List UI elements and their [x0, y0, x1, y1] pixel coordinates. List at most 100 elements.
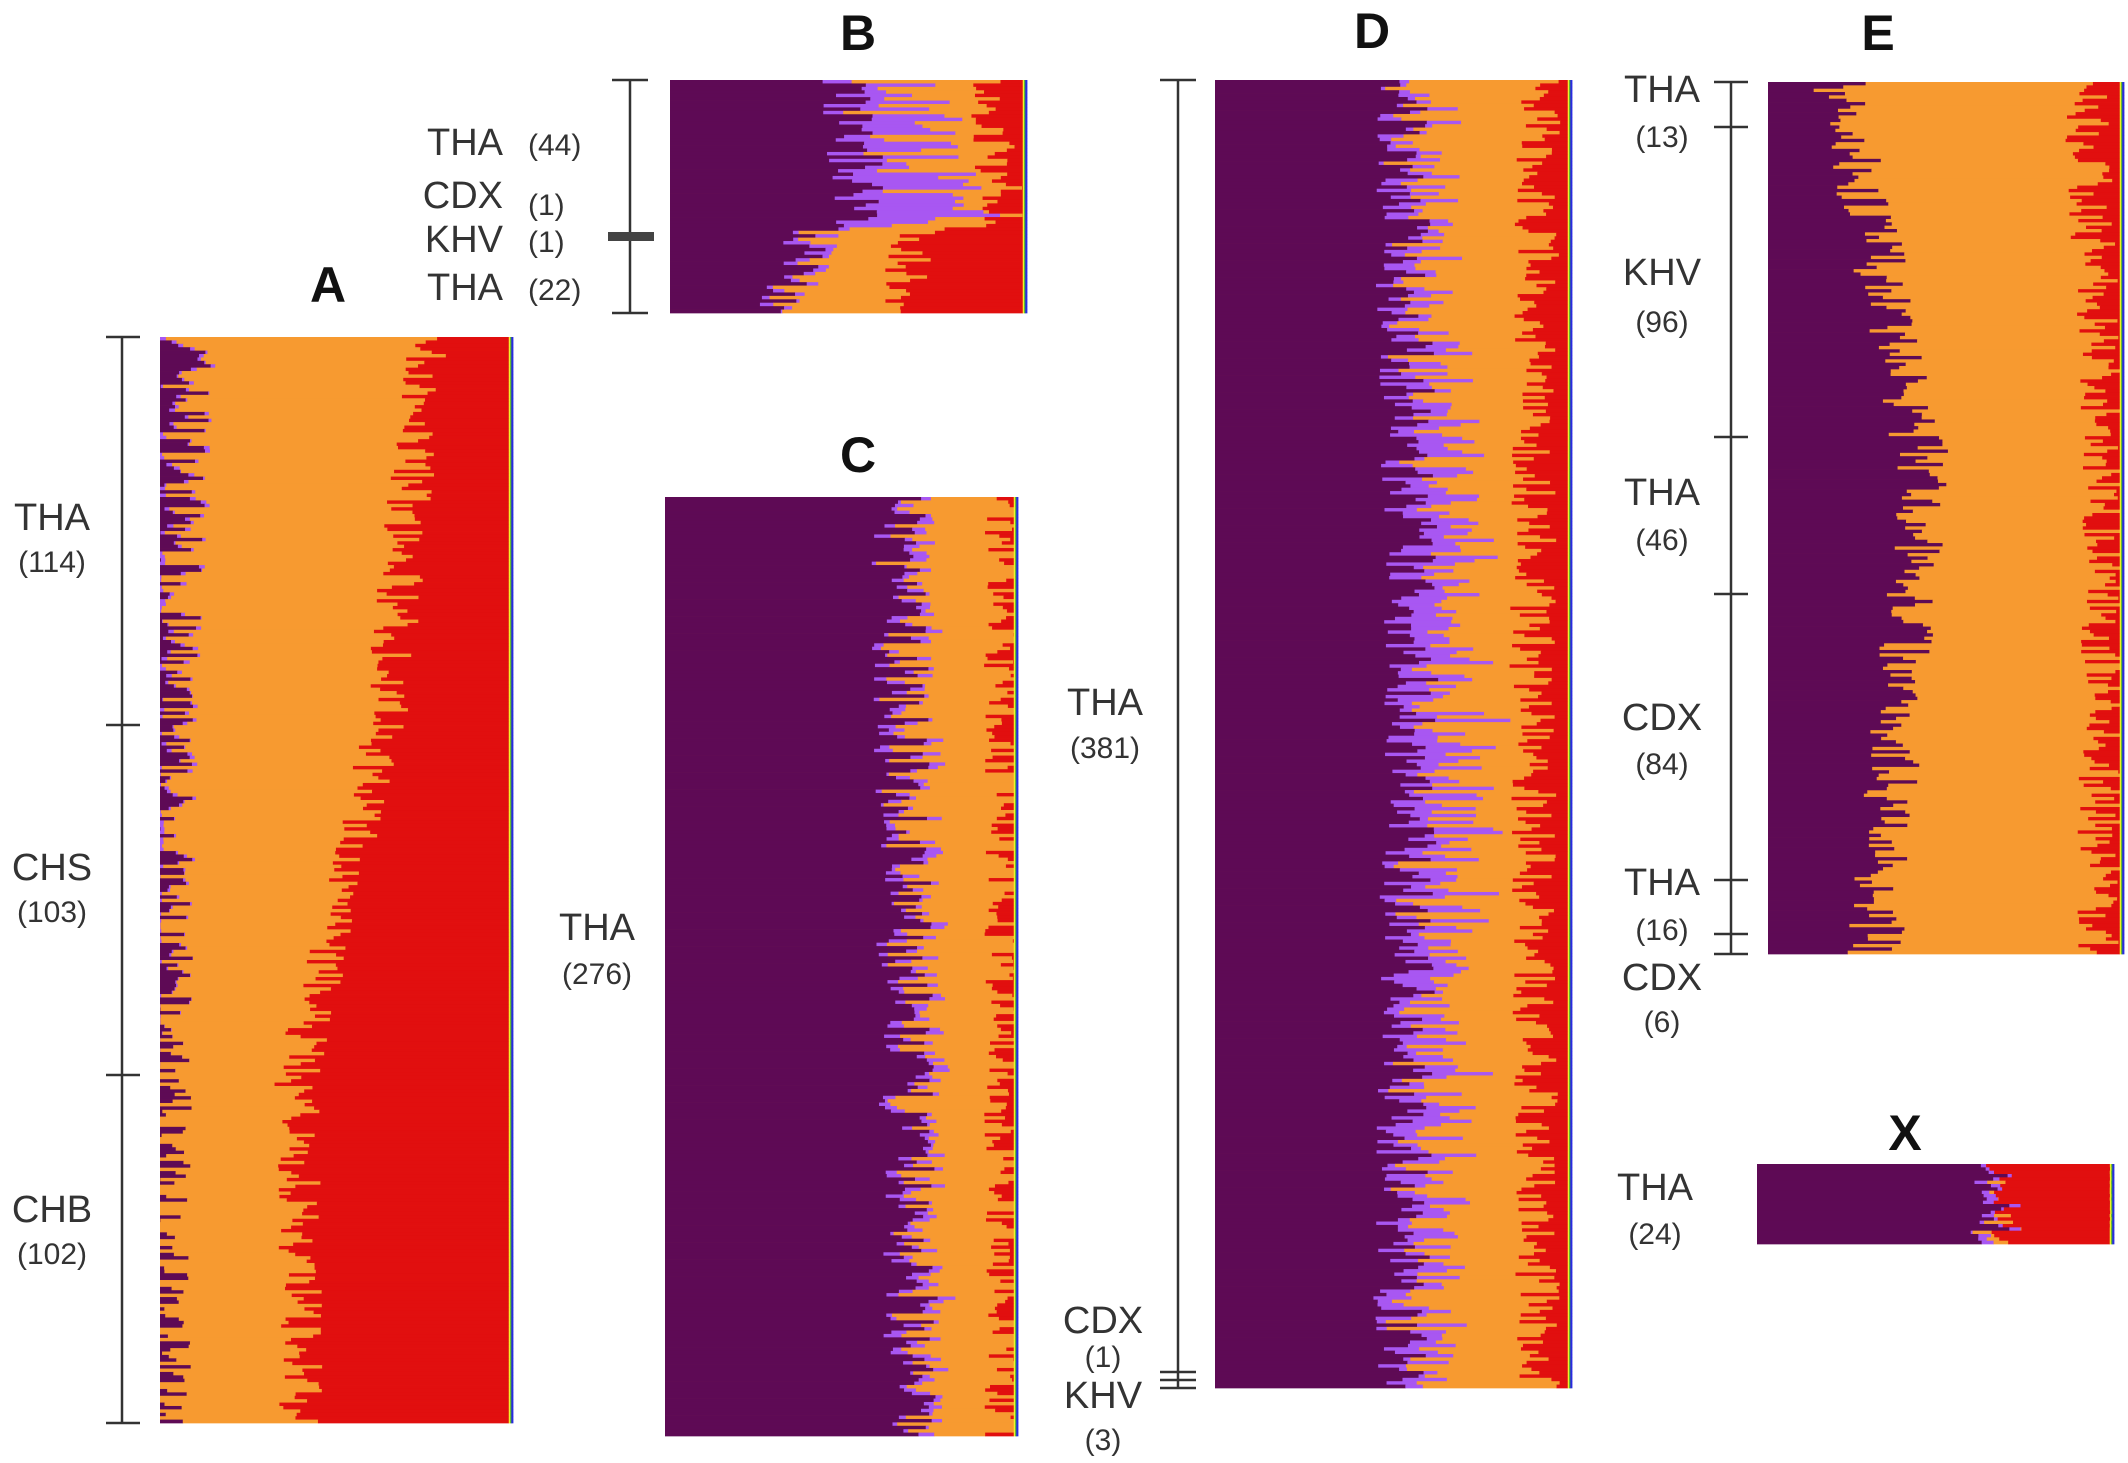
ancestry-segment-lavender [160, 551, 163, 556]
ancestry-segment-red [378, 776, 510, 780]
ancestry-segment-red [426, 493, 510, 498]
ancestry-segment-lavender [923, 861, 929, 865]
ancestry-segment-blue [1016, 639, 1019, 644]
ancestry-segment-green [1015, 1255, 1017, 1260]
ancestry-segment-yellow [508, 939, 511, 944]
ancestry-segment-orange [171, 1286, 286, 1291]
ancestry-segment-orange [943, 850, 987, 855]
ancestry-segment-green [510, 1228, 512, 1233]
ancestry-segment-green [1015, 949, 1017, 954]
individual-bar [665, 1350, 1019, 1355]
ancestry-segment-orange [904, 680, 1004, 685]
ancestry-segment-blue [1016, 925, 1019, 930]
ancestry-segment-orange [173, 1371, 305, 1376]
ancestry-segment-purple [665, 1170, 887, 1175]
individual-bar [160, 347, 514, 351]
ancestry-segment-green [1015, 786, 1017, 790]
ancestry-segment-green [1015, 772, 1017, 777]
ancestry-segment-yellow [1013, 1286, 1016, 1291]
ancestry-segment-blue [1016, 1085, 1019, 1090]
ancestry-segment-purple [160, 680, 166, 685]
ancestry-segment-green [510, 694, 512, 699]
ancestry-segment-orange [878, 103, 988, 108]
ancestry-segment-green [1015, 670, 1017, 675]
ancestry-segment-orange [166, 1232, 303, 1237]
ancestry-segment-blue [1016, 554, 1019, 559]
individual-bar [160, 1331, 514, 1335]
individual-bar [160, 391, 514, 396]
ancestry-segment-blue [511, 830, 514, 835]
ancestry-segment-red [320, 1314, 510, 1318]
ancestry-segment-yellow [508, 432, 511, 437]
ancestry-segment-yellow [1013, 1344, 1016, 1348]
ancestry-segment-red [316, 1041, 510, 1046]
ancestry-segment-orange [174, 817, 381, 821]
ancestry-segment-blue [1016, 575, 1019, 579]
ancestry-segment-orange [836, 244, 892, 249]
ancestry-segment-lavender [201, 568, 203, 573]
individual-bar [665, 1330, 1019, 1335]
ancestry-segment-green [1024, 169, 1026, 173]
ancestry-segment-yellow [1013, 1058, 1016, 1063]
ancestry-segment-red [1008, 1092, 1015, 1097]
ancestry-segment-lavender [914, 1007, 928, 1012]
ancestry-segment-blue [1025, 199, 1028, 204]
ancestry-segment-orange [167, 657, 383, 661]
ancestry-segment-green [510, 776, 512, 780]
ancestry-segment-purple [670, 265, 819, 269]
ancestry-segment-red [314, 1058, 510, 1063]
ancestry-segment-lavender [912, 1354, 932, 1359]
individual-bar [160, 497, 514, 501]
ancestry-segment-blue [511, 1388, 514, 1393]
ancestry-segment-green [510, 752, 512, 757]
ancestry-segment-purple [160, 1375, 184, 1380]
ancestry-segment-green [510, 1208, 512, 1213]
ancestry-segment-purple [665, 1085, 919, 1090]
ancestry-segment-blue [511, 742, 514, 746]
individual-bar [665, 1252, 1019, 1257]
ancestry-segment-red [300, 1113, 510, 1117]
ancestry-segment-blue [1016, 1109, 1019, 1114]
ancestry-segment-purple [160, 752, 188, 757]
ancestry-segment-red [320, 1331, 510, 1335]
ancestry-segment-green [1015, 983, 1017, 988]
ancestry-segment-green [510, 1075, 512, 1080]
individual-bar [665, 1337, 1019, 1342]
individual-bar [665, 840, 1019, 845]
ancestry-segment-green [1015, 626, 1017, 631]
individual-bar [665, 701, 1019, 705]
ancestry-segment-red [393, 762, 510, 767]
ancestry-segment-green [1015, 1235, 1017, 1240]
ancestry-segment-blue [1016, 782, 1019, 787]
ancestry-segment-yellow [508, 347, 511, 351]
ancestry-segment-green [510, 731, 512, 736]
ancestry-segment-orange [928, 1003, 1001, 1008]
ancestry-segment-red [318, 1382, 510, 1386]
ancestry-segment-purple [665, 1150, 927, 1154]
individual-bar [160, 1382, 514, 1386]
ancestry-segment-red [1001, 1109, 1015, 1114]
ancestry-segment-purple [665, 949, 907, 954]
ancestry-segment-green [510, 1327, 512, 1332]
ancestry-segment-orange [815, 271, 907, 276]
individual-bar [665, 789, 1019, 794]
ancestry-segment-red [1001, 898, 1015, 903]
individual-bar [670, 145, 1028, 149]
ancestry-segment-orange [919, 1010, 1015, 1015]
ancestry-segment-green [510, 1041, 512, 1046]
ancestry-segment-purple [665, 514, 926, 518]
ancestry-segment-yellow [1013, 745, 1016, 750]
ancestry-segment-lavender [919, 701, 924, 705]
ancestry-segment-red [1001, 1123, 1015, 1127]
ancestry-segment-blue [1016, 935, 1019, 940]
ancestry-segment-red [993, 602, 1015, 607]
ancestry-segment-lavender [925, 1150, 929, 1154]
ancestry-segment-yellow [508, 605, 511, 610]
ancestry-segment-blue [1016, 799, 1019, 804]
ancestry-segment-orange [876, 561, 1005, 566]
ancestry-segment-orange [188, 915, 342, 920]
ancestry-segment-blue [511, 731, 514, 736]
ancestry-segment-blue [1025, 86, 1028, 91]
ancestry-segment-purple [160, 524, 168, 528]
ancestry-segment-lavender [904, 915, 916, 920]
